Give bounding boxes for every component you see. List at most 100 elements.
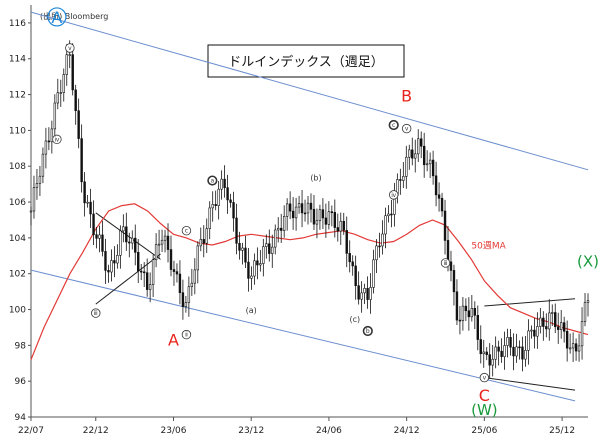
candle-body [145, 272, 149, 290]
candle-body [440, 197, 444, 212]
candle-body [306, 202, 310, 214]
wave-circle-blue [47, 7, 67, 27]
candle-body [223, 178, 226, 188]
candle-body [428, 159, 432, 165]
candle-body [50, 128, 54, 143]
candle-body [414, 153, 417, 159]
candle-body [536, 326, 539, 337]
candle-body [113, 260, 116, 264]
candle-body [47, 140, 51, 143]
candle-body [476, 315, 479, 340]
candle-body [330, 211, 334, 213]
wave-label-small: (a) [246, 306, 257, 315]
candle-body [53, 102, 57, 130]
wave-marker-label: ⅳ [54, 136, 59, 143]
candle-body [235, 217, 238, 244]
candle-body [122, 226, 125, 232]
candle-body [294, 206, 298, 219]
candle-body [562, 322, 566, 332]
candle-body [35, 182, 39, 188]
candle-body [539, 317, 542, 327]
wave-label-red: A [168, 330, 179, 349]
candle-body [318, 209, 322, 221]
candle-body [455, 291, 459, 321]
candle-body [119, 230, 122, 256]
candle-body [274, 229, 277, 248]
candle-body [38, 175, 42, 184]
candle-body [226, 187, 229, 201]
candle-body [586, 300, 590, 303]
candle-body [89, 201, 92, 215]
candle-body [342, 220, 345, 231]
candle-body [128, 241, 131, 244]
candle-body [196, 245, 200, 271]
candle-body [494, 346, 497, 360]
candle-body [104, 251, 107, 271]
candle-body [116, 255, 119, 264]
candle-body [324, 217, 328, 225]
candle-body [229, 199, 232, 203]
candle-body [327, 211, 331, 225]
candle-body [571, 343, 575, 349]
candle-body [580, 321, 584, 347]
candle-body [461, 305, 465, 321]
candle-body [348, 253, 351, 263]
candle-body [491, 358, 494, 366]
candle-body [250, 275, 253, 279]
candle-body [280, 227, 283, 231]
y-tick-label: 106 [9, 198, 26, 208]
x-tick-label: 23/12 [238, 426, 264, 436]
wave-marker-circle [388, 190, 399, 200]
candle-body [187, 286, 191, 303]
candle-body [77, 110, 80, 139]
candle-body [399, 179, 402, 181]
candle-body [205, 228, 208, 244]
candle-body [184, 302, 188, 307]
candle-body [419, 138, 423, 147]
wave-marker-circle [362, 325, 373, 337]
candle-body [568, 347, 572, 350]
candle-body [80, 138, 83, 183]
candle-body [300, 203, 304, 214]
candle-body [554, 312, 557, 328]
candle-body [277, 227, 280, 231]
candle-body [437, 194, 441, 199]
wave-marker-circle [401, 123, 412, 134]
candle-body [381, 233, 384, 247]
candle-body [214, 204, 217, 206]
trendline-recent-range-bottom [484, 377, 576, 391]
candle-body [291, 210, 295, 219]
candle-body [509, 337, 512, 348]
candle-body [467, 310, 471, 318]
candle-body [256, 260, 259, 266]
candle-body [518, 346, 521, 349]
wave-marker-label: b [366, 328, 370, 335]
candle-body [333, 212, 337, 228]
candle-body [220, 178, 223, 190]
candle-body [193, 269, 197, 284]
candle-body [148, 284, 152, 290]
wave-marker-label: ⅱ [185, 332, 188, 339]
candle-body [68, 54, 71, 56]
candle-body [175, 271, 179, 275]
candle-body [253, 260, 256, 277]
candle-body [425, 163, 429, 166]
wave-marker-circle [479, 372, 490, 383]
candle-body [83, 181, 86, 204]
candle-body [503, 345, 506, 357]
wave-marker-label: ⅴ [68, 45, 72, 52]
candle-body [169, 249, 173, 270]
candle-body [86, 201, 89, 204]
plot-area: 94 96 98 100 102 104 106 108 110 112 114 116 22/07 22… [9, 5, 599, 436]
candle-body [360, 292, 363, 300]
candle-body [527, 330, 530, 351]
candle-body [583, 302, 587, 322]
trendline-lower-channel [30, 269, 576, 402]
chart-title: ドルインデックス（週足） [228, 54, 384, 70]
candle-body [92, 213, 95, 236]
candle-body [497, 346, 500, 352]
wave-marker-circle [388, 119, 399, 131]
candle-body [151, 259, 155, 285]
candle-body [41, 153, 45, 177]
candle-body [479, 339, 482, 355]
